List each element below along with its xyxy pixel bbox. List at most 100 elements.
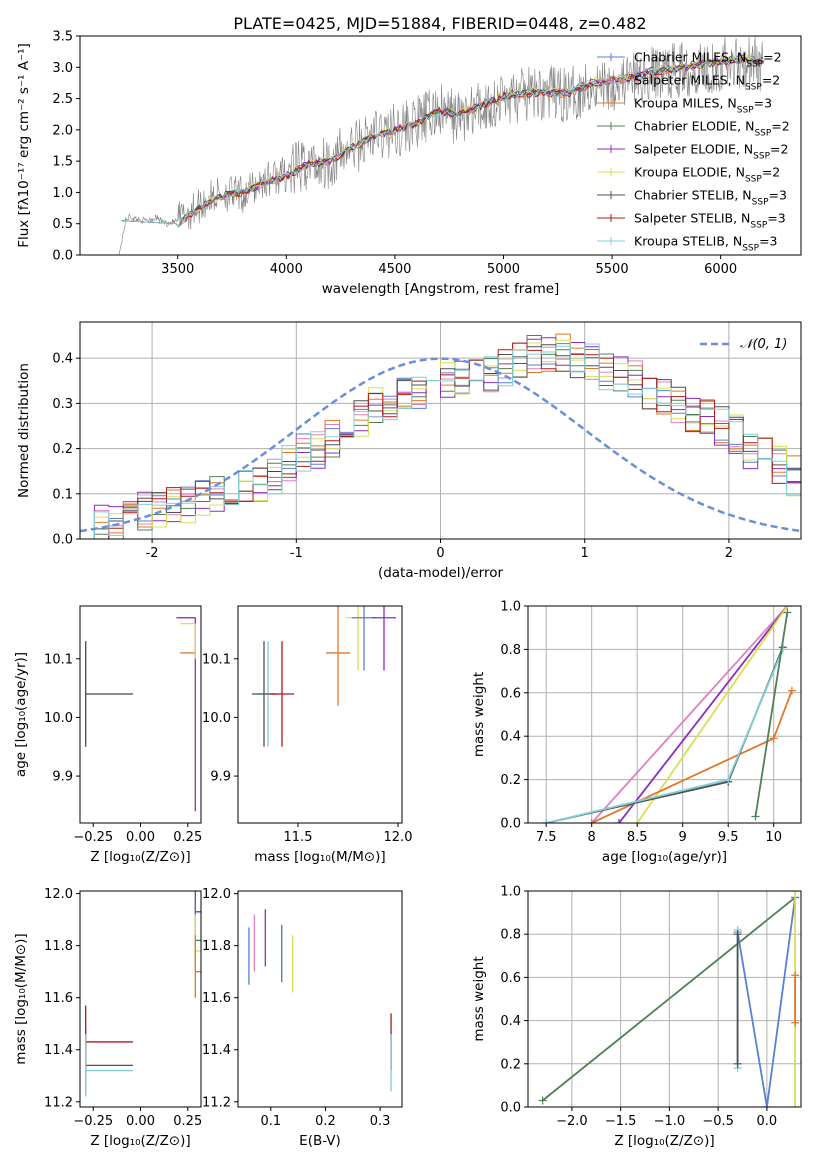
x-tick-label: 0.00	[126, 830, 155, 845]
y-tick-label: 10.1	[44, 652, 73, 667]
spectrum-model-line	[121, 56, 763, 228]
x-tick-label: 1	[581, 546, 589, 561]
weight-marker	[724, 775, 733, 784]
x-tick-label: 6000	[704, 262, 737, 277]
weight-marker	[587, 819, 596, 823]
legend-label: Kroupa ELODIE, NSSP=2	[634, 165, 780, 185]
residuals-frame	[79, 321, 802, 540]
y-tick-label: 1.0	[500, 885, 521, 900]
y-axis-label: mass [log₁₀(M/M⊙)]	[13, 933, 29, 1064]
y-axis-label: age [log₁₀(age/yr)]	[13, 652, 29, 777]
weight-marker	[791, 891, 800, 895]
age-vs-mass-plot	[252, 606, 396, 747]
y-tick-label: 0.6	[500, 971, 521, 986]
mass-vs-Z-plot	[85, 891, 201, 1097]
weight-vs-Z-plot	[538, 891, 800, 1107]
histogram-series	[80, 344, 801, 539]
legend-label: Kroupa STELIB, NSSP=3	[634, 234, 778, 254]
weight-marker	[733, 1059, 742, 1068]
age-vs-mass-frame	[237, 605, 403, 824]
weight-line	[591, 606, 788, 823]
y-tick-label: 0.2	[500, 1057, 521, 1072]
y-tick-label: 0.4	[52, 352, 73, 367]
x-tick-label: −1.5	[605, 1114, 637, 1129]
x-tick-label: −1.0	[654, 1114, 686, 1129]
age-vs-Z-plot	[85, 617, 196, 812]
x-tick-label: 11.5	[284, 830, 313, 845]
x-tick-label: 0.0	[757, 1114, 778, 1129]
legend-label: Chabrier MILES, NSSP=2	[634, 50, 782, 70]
weight-marker	[538, 1096, 547, 1105]
y-tick-label: 1.0	[52, 186, 73, 201]
x-tick-label: 0.25	[173, 1114, 202, 1129]
weight-marker	[762, 1103, 771, 1107]
x-tick-label: 0.1	[260, 1114, 281, 1129]
y-tick-label: 0.4	[500, 1014, 521, 1029]
y-tick-label: 0.2	[500, 773, 521, 788]
y-tick-label: 11.6	[44, 991, 73, 1006]
y-tick-label: 11.2	[202, 1095, 231, 1110]
weight-marker	[787, 686, 796, 695]
legend-label: Kroupa MILES, NSSP=3	[634, 96, 772, 116]
mass-vs-Z-frame	[79, 890, 202, 1108]
age-vs-Z-axes: −0.25 0.00 0.25 9.9 10.0 10.1 Z [log₁₀(Z/Z⊙)] a…	[13, 652, 202, 865]
histogram-series	[80, 342, 801, 539]
y-tick-label: 1.5	[52, 155, 73, 170]
x-axis-label: age [log₁₀(age/yr)]	[602, 849, 727, 865]
x-axis-label: (data-model)/error	[378, 565, 504, 581]
weight-marker	[783, 608, 792, 617]
y-tick-label: 11.4	[44, 1043, 73, 1058]
weight-vs-age-frame	[527, 605, 802, 824]
age-vs-mass-axes: 11.5 12.0 9.9 10.0 10.1 mass [log₁₀(M/M⊙)]	[202, 652, 412, 865]
weight-line	[542, 896, 796, 1102]
spectrum-model-line	[121, 55, 763, 228]
weight-vs-age-plot	[542, 606, 796, 823]
histogram-series	[80, 335, 801, 539]
x-tick-label: 2	[725, 546, 733, 561]
x-tick-label: 12.0	[384, 830, 413, 845]
normal-legend-label: 𝒩(0, 1)	[740, 337, 787, 352]
y-tick-label: 11.6	[202, 991, 231, 1006]
y-tick-label: 10.1	[202, 652, 231, 667]
x-axis-label: Z [log₁₀(Z/Z⊙)]	[614, 1133, 714, 1149]
x-tick-label: 4000	[270, 262, 303, 277]
y-tick-label: 11.2	[44, 1095, 73, 1110]
legend-label: Salpeter MILES, NSSP=2	[634, 73, 780, 93]
spectrum-plot	[118, 36, 765, 255]
x-tick-label: 5000	[487, 262, 520, 277]
y-axis-label: Flux [fλ10⁻¹⁷ erg cm⁻² s⁻¹ A⁻¹]	[16, 43, 32, 248]
weight-vs-Z-frame	[527, 890, 802, 1108]
y-tick-label: 0.2	[52, 442, 73, 457]
weight-marker	[633, 819, 642, 823]
x-tick-label: 8.5	[627, 830, 648, 845]
y-tick-label: 0.0	[500, 817, 521, 832]
y-tick-label: 11.8	[202, 939, 231, 954]
mass-vs-Z-axes: −0.25 0.00 0.25 11.2 11.4 11.6 11.8 12.0 Z [log₁…	[13, 887, 202, 1149]
y-axis-label: Normed distribution	[16, 363, 32, 498]
x-tick-label: 8	[588, 830, 596, 845]
weight-marker	[791, 1103, 800, 1107]
x-tick-label: -2	[146, 546, 159, 561]
x-tick-label: −0.25	[73, 830, 113, 845]
weight-line	[754, 612, 789, 817]
y-tick-label: 0.1	[52, 487, 73, 502]
figure-title: PLATE=0425, MJD=51884, FIBERID=0448, z=0…	[233, 14, 646, 33]
x-tick-label: 0.00	[126, 1114, 155, 1129]
y-tick-label: 3.5	[52, 30, 73, 45]
legend-label: Salpeter STELIB, NSSP=3	[634, 211, 786, 231]
x-tick-label: 4500	[378, 262, 411, 277]
weight-line	[618, 606, 789, 823]
y-tick-label: 0.0	[52, 249, 73, 264]
x-tick-label: 9	[679, 830, 687, 845]
y-tick-label: 0.8	[500, 643, 521, 658]
y-tick-label: 11.8	[44, 939, 73, 954]
x-tick-label: -1	[290, 546, 303, 561]
y-tick-label: 10.0	[44, 711, 73, 726]
y-tick-label: 0.6	[500, 686, 521, 701]
weight-line	[736, 897, 796, 1107]
y-tick-label: 3.0	[52, 61, 73, 76]
weight-marker	[615, 819, 623, 823]
weight-line	[591, 690, 793, 823]
y-tick-label: 2.5	[52, 92, 73, 107]
